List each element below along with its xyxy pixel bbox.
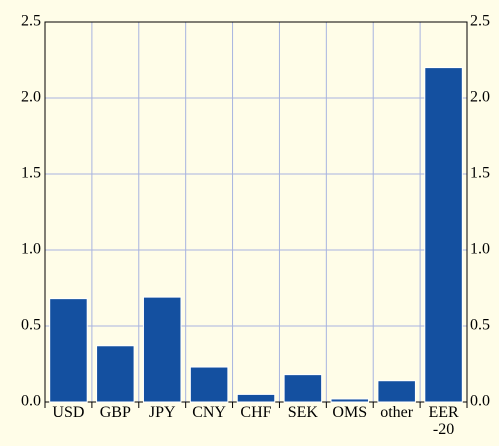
bar [189, 366, 229, 403]
y2-tick-label: 1.5 [470, 165, 490, 182]
y-tick-label: 2.0 [21, 89, 41, 106]
y2-tick-label: 0.5 [470, 317, 490, 334]
x-tick-label: CNY [192, 404, 226, 421]
y2-tick-label: 2.0 [470, 89, 490, 106]
bar [142, 296, 182, 403]
y2-tick-label: 1.0 [470, 241, 490, 258]
x-tick-label: GBP [99, 404, 131, 421]
y-tick-label: 1.5 [21, 165, 41, 182]
bar [283, 374, 323, 403]
x-tick-label: CHF [240, 404, 272, 421]
x-tick-label: SEK [287, 404, 318, 421]
x-tick-label: USD [52, 404, 85, 421]
bar [377, 380, 416, 403]
y-tick-label: 0.0 [21, 393, 41, 410]
y2-tick-label: 2.5 [470, 13, 490, 30]
y-tick-label: 0.5 [21, 317, 41, 334]
bar [236, 393, 276, 403]
bar [96, 345, 135, 403]
bar [330, 398, 370, 403]
x-tick-label: OMS [332, 404, 368, 421]
bar [424, 67, 463, 403]
x-tick-label: EER -20 [428, 404, 459, 438]
x-tick-label: JPY [148, 404, 176, 421]
y-tick-label: 2.5 [21, 13, 41, 30]
y-tick-label: 1.0 [21, 241, 41, 258]
x-tick-label: other [380, 404, 414, 421]
plot-frame [44, 21, 468, 403]
bar [49, 298, 88, 403]
y2-tick-label: 0.0 [470, 393, 490, 410]
